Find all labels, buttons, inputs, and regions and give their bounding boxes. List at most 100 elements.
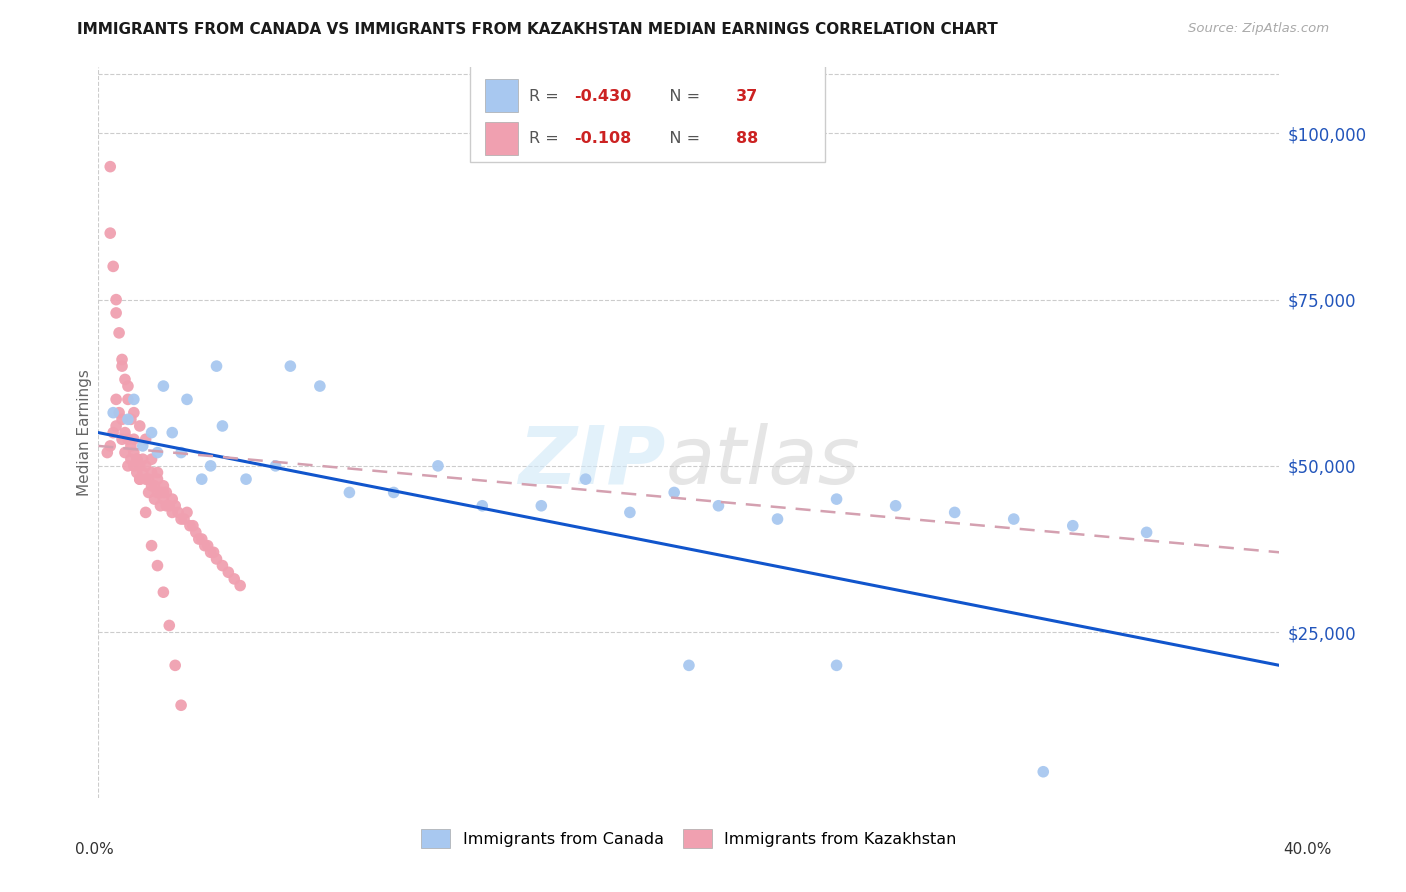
Point — [202, 545, 225, 559]
Point — [707, 499, 730, 513]
Point — [194, 539, 217, 553]
Point — [575, 472, 598, 486]
Point — [105, 392, 128, 407]
Point — [122, 432, 145, 446]
Legend: Immigrants from Canada, Immigrants from Kazakhstan: Immigrants from Canada, Immigrants from … — [413, 821, 965, 856]
Point — [114, 425, 136, 440]
Point — [141, 479, 163, 493]
Point — [122, 392, 145, 407]
Point — [619, 505, 641, 519]
Point — [143, 492, 166, 507]
Point — [128, 458, 150, 473]
Point — [149, 499, 172, 513]
Point — [149, 485, 172, 500]
Text: atlas: atlas — [665, 423, 860, 501]
Point — [122, 458, 145, 473]
Point — [339, 485, 361, 500]
Point — [191, 472, 214, 486]
Point — [141, 466, 163, 480]
Point — [117, 432, 139, 446]
Point — [157, 618, 180, 632]
Point — [114, 372, 136, 386]
Point — [125, 452, 148, 467]
Point — [162, 492, 183, 507]
Point — [128, 472, 150, 486]
Point — [1002, 512, 1025, 526]
Point — [122, 406, 145, 420]
Point — [146, 466, 169, 480]
Point — [235, 472, 257, 486]
Point — [98, 160, 121, 174]
Point — [176, 505, 198, 519]
Point — [111, 432, 134, 446]
Point — [152, 485, 174, 500]
Point — [132, 439, 155, 453]
Point — [120, 439, 142, 453]
Text: Source: ZipAtlas.com: Source: ZipAtlas.com — [1188, 22, 1329, 36]
Point — [766, 512, 789, 526]
Point — [280, 359, 302, 373]
Point — [108, 326, 131, 340]
Point — [187, 532, 209, 546]
Text: R =: R = — [530, 88, 564, 103]
Text: IMMIGRANTS FROM CANADA VS IMMIGRANTS FROM KAZAKHSTAN MEDIAN EARNINGS CORRELATION: IMMIGRANTS FROM CANADA VS IMMIGRANTS FRO… — [77, 22, 998, 37]
Point — [170, 445, 193, 459]
Point — [205, 359, 228, 373]
Point — [117, 392, 139, 407]
Point — [117, 458, 139, 473]
Point — [125, 452, 148, 467]
Point — [135, 505, 157, 519]
Point — [143, 479, 166, 493]
Point — [165, 658, 187, 673]
Point — [471, 499, 494, 513]
Point — [152, 585, 174, 599]
Point — [1062, 518, 1084, 533]
Point — [309, 379, 332, 393]
FancyBboxPatch shape — [471, 63, 825, 162]
Point — [1032, 764, 1054, 779]
FancyBboxPatch shape — [485, 79, 517, 112]
Point — [211, 558, 233, 573]
Point — [157, 499, 180, 513]
Point — [128, 419, 150, 434]
Text: -0.430: -0.430 — [575, 88, 631, 103]
Point — [111, 359, 134, 373]
Point — [120, 452, 142, 467]
Point — [120, 412, 142, 426]
Point — [135, 458, 157, 473]
Point — [664, 485, 686, 500]
Text: N =: N = — [654, 88, 704, 103]
Point — [197, 539, 219, 553]
Point — [152, 479, 174, 493]
Point — [117, 412, 139, 426]
Point — [103, 260, 125, 274]
Point — [1136, 525, 1159, 540]
Point — [825, 492, 848, 507]
Point — [229, 578, 252, 592]
Point — [146, 472, 169, 486]
Text: N =: N = — [654, 131, 704, 146]
Point — [200, 458, 222, 473]
Point — [122, 445, 145, 459]
Point — [191, 532, 214, 546]
Point — [138, 472, 160, 486]
Point — [165, 499, 187, 513]
Point — [167, 505, 190, 519]
Point — [146, 485, 169, 500]
Point — [135, 432, 157, 446]
Point — [224, 572, 246, 586]
Point — [427, 458, 450, 473]
Point — [176, 392, 198, 407]
Point — [98, 439, 121, 453]
Point — [141, 425, 163, 440]
Y-axis label: Median Earnings: Median Earnings — [77, 369, 91, 496]
Text: R =: R = — [530, 131, 564, 146]
Point — [217, 566, 239, 580]
Point — [181, 518, 204, 533]
Point — [162, 425, 183, 440]
Point — [125, 466, 148, 480]
Point — [173, 512, 195, 526]
Point — [678, 658, 700, 673]
Point — [132, 466, 155, 480]
Point — [170, 698, 193, 713]
